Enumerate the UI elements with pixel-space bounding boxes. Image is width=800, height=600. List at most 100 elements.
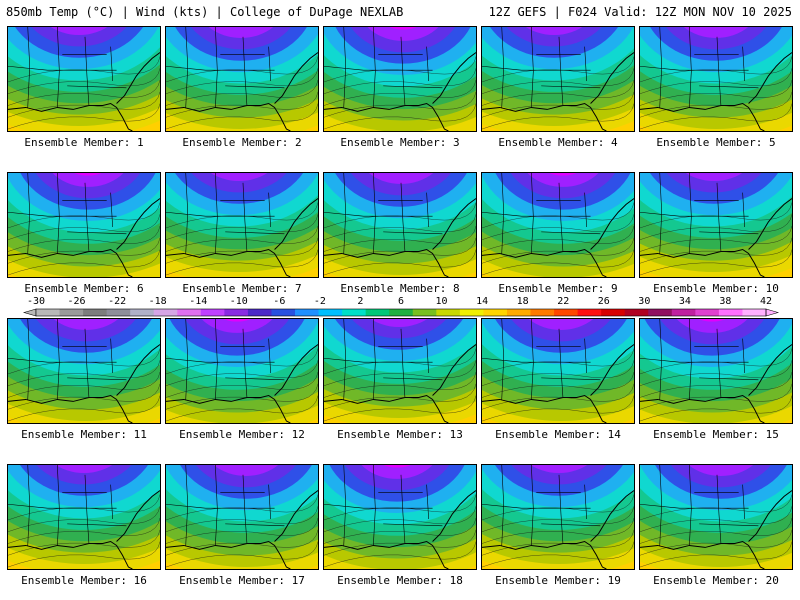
temperature-band bbox=[368, 173, 434, 184]
colorbar-swatch bbox=[436, 309, 461, 316]
wind-streamline bbox=[482, 68, 634, 94]
wind-streamline bbox=[482, 237, 634, 264]
ensemble-map-panel bbox=[323, 464, 477, 570]
temperature-band bbox=[52, 173, 124, 187]
ensemble-member-caption: Ensemble Member: 5 bbox=[656, 136, 776, 149]
wind-streamline bbox=[166, 214, 318, 240]
colorbar-swatch bbox=[742, 309, 767, 316]
wind-streamline bbox=[640, 383, 792, 410]
temperature-band bbox=[367, 27, 439, 41]
colorbar-tick-label: -10 bbox=[229, 296, 248, 307]
wind-streamline bbox=[640, 79, 792, 106]
wind-streamline bbox=[482, 517, 634, 544]
ensemble-member-caption: Ensemble Member: 9 bbox=[498, 282, 618, 295]
colorbar-tick-label: 22 bbox=[557, 296, 570, 307]
ensemble-member-caption: Ensemble Member: 11 bbox=[21, 428, 147, 441]
colorbar-swatch bbox=[389, 309, 414, 316]
wind-streamline bbox=[166, 395, 318, 422]
wind-streamline bbox=[166, 360, 318, 386]
wind-streamline bbox=[166, 68, 318, 94]
wind-streamline bbox=[324, 371, 476, 398]
ensemble-map-panel bbox=[639, 464, 793, 570]
ensemble-map-panel bbox=[323, 318, 477, 424]
wind-streamline bbox=[8, 202, 160, 229]
colorbar-tick-label: 30 bbox=[638, 296, 651, 307]
colorbar-swatch bbox=[648, 309, 673, 316]
temperature-band bbox=[55, 465, 113, 474]
ensemble-map-panel bbox=[481, 172, 635, 278]
ensemble-member-caption: Ensemble Member: 12 bbox=[179, 428, 305, 441]
colorbar-swatch bbox=[177, 309, 202, 316]
colorbar-swatch bbox=[224, 309, 249, 316]
colorbar-swatch bbox=[554, 309, 579, 316]
colorbar-tick-label: 38 bbox=[719, 296, 732, 307]
wind-streamline bbox=[482, 529, 634, 556]
temperature-map bbox=[166, 27, 318, 131]
temperature-band bbox=[527, 173, 599, 187]
wind-streamline bbox=[8, 56, 160, 83]
state-boundaries bbox=[482, 173, 601, 254]
wind-streamline bbox=[324, 517, 476, 544]
wind-streamline bbox=[324, 79, 476, 106]
ensemble-member-caption: Ensemble Member: 13 bbox=[337, 428, 463, 441]
temperature-band bbox=[670, 465, 771, 488]
state-boundaries bbox=[166, 173, 285, 254]
temperature-band bbox=[530, 465, 588, 474]
coastline bbox=[482, 490, 634, 569]
coastline bbox=[324, 198, 476, 277]
ensemble-map-panel bbox=[7, 318, 161, 424]
temperature-map bbox=[166, 465, 318, 569]
temperature-band bbox=[223, 319, 251, 322]
temperature-band bbox=[525, 27, 583, 36]
colorbar-swatch bbox=[342, 309, 367, 316]
colorbar-swatch bbox=[271, 309, 296, 316]
ensemble-member-caption: Ensemble Member: 8 bbox=[340, 282, 460, 295]
temperature-band bbox=[528, 319, 594, 330]
colorbar-swatch bbox=[718, 309, 743, 316]
wind-streamline bbox=[640, 68, 792, 94]
coastline bbox=[324, 52, 476, 131]
temperature-map bbox=[8, 465, 160, 569]
ensemble-map-panel bbox=[481, 318, 635, 424]
wind-streamline bbox=[166, 541, 318, 568]
temperature-band bbox=[506, 27, 602, 47]
wind-streamline bbox=[324, 103, 476, 130]
wind-streamline bbox=[166, 383, 318, 410]
temperature-band bbox=[389, 27, 417, 30]
wind-streamline bbox=[324, 506, 476, 532]
wind-streamline bbox=[640, 529, 792, 556]
wind-streamline bbox=[640, 371, 792, 398]
ensemble-member-caption: Ensemble Member: 16 bbox=[21, 574, 147, 587]
colorbar-swatch bbox=[530, 309, 555, 316]
wind-streamline bbox=[640, 494, 792, 521]
ensemble-member-caption: Ensemble Member: 7 bbox=[182, 282, 302, 295]
wind-streamline bbox=[8, 91, 160, 118]
temperature-band bbox=[210, 173, 268, 182]
temperature-band bbox=[213, 465, 279, 476]
ensemble-map-panel bbox=[165, 318, 319, 424]
wind-streamline bbox=[640, 202, 792, 229]
wind-streamline bbox=[166, 103, 318, 130]
temperature-band bbox=[683, 27, 749, 38]
coastline bbox=[324, 490, 476, 569]
wind-streamline bbox=[640, 348, 792, 375]
wind-streamline bbox=[166, 506, 318, 532]
temperature-band bbox=[383, 465, 411, 468]
wind-streamline bbox=[324, 494, 476, 521]
state-boundaries bbox=[8, 173, 127, 254]
wind-streamline bbox=[482, 541, 634, 568]
wind-streamline bbox=[8, 371, 160, 398]
ensemble-member-caption: Ensemble Member: 17 bbox=[179, 574, 305, 587]
colorbar-swatch bbox=[59, 309, 84, 316]
wind-streamline bbox=[166, 348, 318, 375]
wind-streamline bbox=[640, 249, 792, 276]
state-boundaries bbox=[8, 319, 127, 400]
state-boundaries bbox=[166, 465, 285, 546]
colorbar-tick-label: -30 bbox=[26, 296, 46, 307]
wind-streamline bbox=[324, 395, 476, 422]
wind-streamline bbox=[324, 529, 476, 556]
wind-streamline bbox=[482, 383, 634, 410]
coastline bbox=[640, 490, 792, 569]
wind-streamline bbox=[166, 91, 318, 118]
temperature-band bbox=[666, 173, 762, 193]
